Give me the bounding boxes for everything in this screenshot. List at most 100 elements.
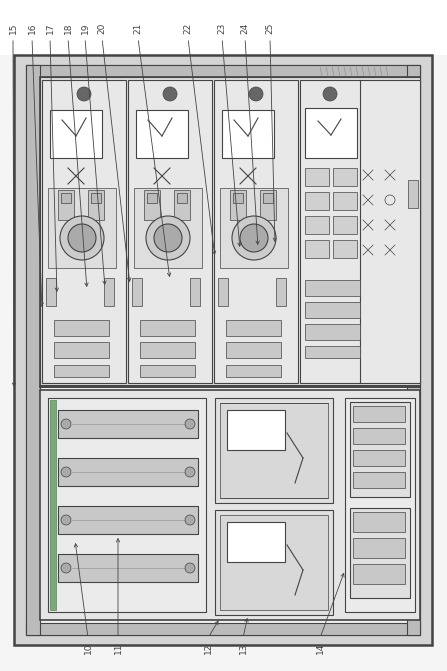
Bar: [353, 406, 405, 422]
Text: 18: 18: [63, 22, 72, 34]
Bar: [214, 80, 298, 383]
Bar: [226, 320, 281, 336]
Text: 25: 25: [266, 22, 274, 34]
Bar: [353, 512, 405, 532]
Bar: [300, 80, 420, 383]
Bar: [58, 190, 74, 220]
Bar: [407, 65, 420, 635]
Circle shape: [163, 87, 177, 101]
Circle shape: [146, 216, 190, 260]
Bar: [140, 320, 195, 336]
Bar: [128, 80, 212, 383]
Bar: [220, 515, 328, 610]
Bar: [333, 216, 357, 234]
Bar: [215, 398, 333, 503]
Text: 13: 13: [239, 642, 248, 654]
Bar: [333, 192, 357, 210]
Bar: [227, 410, 285, 450]
Circle shape: [240, 224, 268, 252]
Text: 24: 24: [240, 22, 249, 34]
Bar: [26, 65, 420, 77]
Bar: [147, 193, 157, 203]
Bar: [345, 398, 415, 612]
Bar: [350, 508, 410, 598]
Bar: [305, 216, 329, 234]
Bar: [305, 302, 360, 318]
Bar: [408, 180, 418, 208]
Bar: [305, 168, 329, 186]
Bar: [48, 398, 206, 612]
Bar: [222, 110, 274, 158]
Circle shape: [61, 467, 71, 477]
Bar: [26, 65, 40, 635]
Bar: [226, 365, 281, 377]
Circle shape: [185, 563, 195, 573]
Bar: [50, 110, 102, 158]
Bar: [42, 80, 126, 383]
Text: 14: 14: [316, 642, 325, 654]
Bar: [40, 390, 420, 620]
Bar: [14, 55, 432, 645]
Bar: [58, 554, 198, 582]
Bar: [144, 190, 160, 220]
Bar: [353, 450, 405, 466]
Circle shape: [185, 515, 195, 525]
Text: 17: 17: [46, 22, 55, 34]
Bar: [58, 410, 198, 438]
Bar: [91, 193, 101, 203]
Circle shape: [185, 467, 195, 477]
Bar: [104, 278, 114, 306]
Text: 23: 23: [218, 22, 227, 34]
Circle shape: [249, 87, 263, 101]
Bar: [40, 77, 420, 385]
Text: 16: 16: [28, 22, 37, 34]
Bar: [58, 458, 198, 486]
Bar: [263, 193, 273, 203]
Circle shape: [61, 419, 71, 429]
Bar: [218, 278, 228, 306]
Bar: [174, 190, 190, 220]
Text: 21: 21: [134, 22, 143, 34]
Bar: [40, 77, 420, 387]
Circle shape: [61, 515, 71, 525]
Text: 12: 12: [203, 642, 212, 654]
Bar: [305, 240, 329, 258]
Bar: [50, 400, 56, 610]
Bar: [177, 193, 187, 203]
Bar: [64, 228, 100, 238]
Bar: [215, 510, 333, 615]
Circle shape: [68, 224, 96, 252]
Bar: [54, 365, 109, 377]
Circle shape: [77, 87, 91, 101]
Text: 20: 20: [97, 22, 106, 34]
Bar: [190, 278, 200, 306]
Bar: [150, 228, 186, 238]
Circle shape: [154, 224, 182, 252]
Bar: [276, 278, 286, 306]
Text: 11: 11: [114, 642, 122, 654]
Text: 15: 15: [8, 22, 17, 34]
Bar: [140, 342, 195, 358]
Circle shape: [185, 419, 195, 429]
Bar: [26, 65, 420, 635]
Text: 22: 22: [184, 22, 193, 34]
Bar: [305, 346, 360, 358]
Bar: [230, 190, 246, 220]
Text: 19: 19: [80, 22, 89, 34]
Bar: [54, 320, 109, 336]
Bar: [227, 522, 285, 562]
Bar: [26, 623, 420, 635]
Bar: [333, 240, 357, 258]
Circle shape: [60, 216, 104, 260]
Bar: [305, 280, 360, 296]
Bar: [350, 402, 410, 497]
Bar: [134, 188, 202, 268]
Bar: [353, 472, 405, 488]
Bar: [54, 342, 109, 358]
Bar: [353, 538, 405, 558]
Bar: [220, 188, 288, 268]
Circle shape: [61, 563, 71, 573]
Bar: [140, 365, 195, 377]
Bar: [58, 506, 198, 534]
Bar: [233, 193, 243, 203]
